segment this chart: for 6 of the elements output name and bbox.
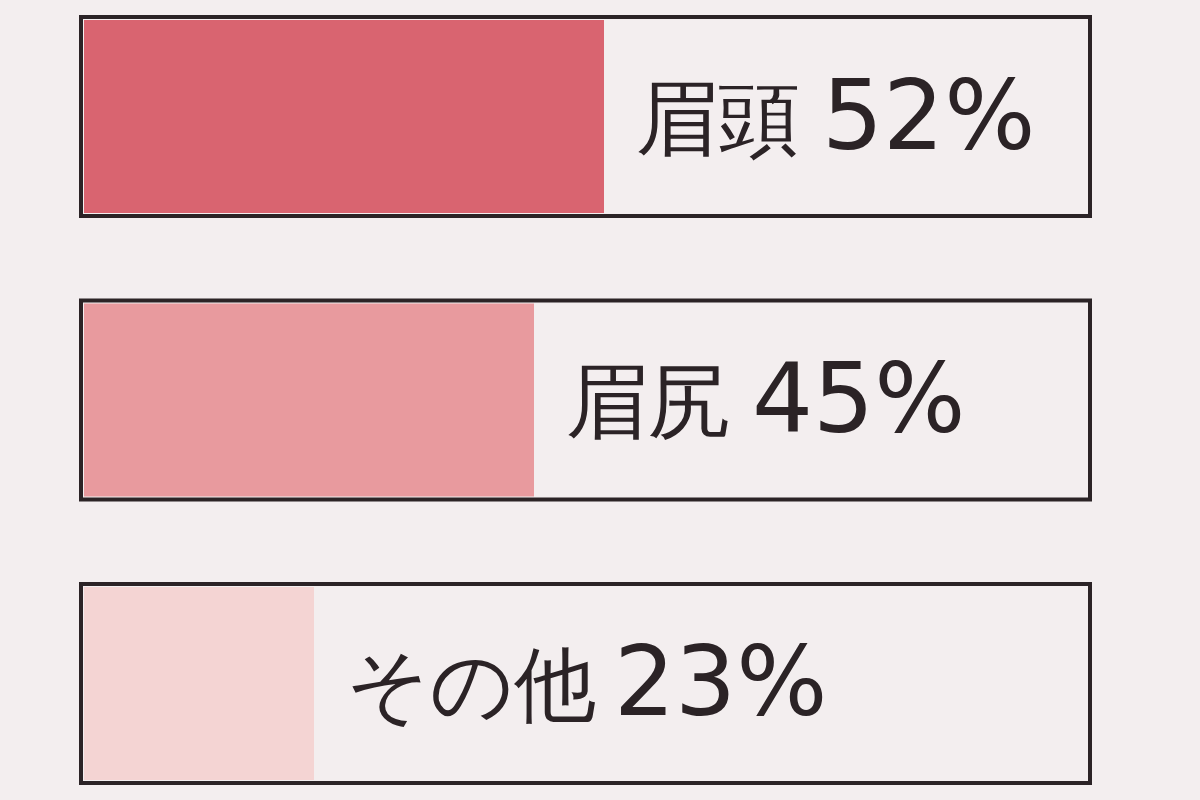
y-tick-label: 眉頭 [636, 70, 800, 166]
data-label: 23% [614, 626, 828, 739]
data-label: 52% [822, 59, 1036, 172]
y-tick-label: 眉尻 [566, 354, 730, 449]
y-tick-label: その他 [346, 637, 596, 733]
data-label: 45% [752, 343, 966, 455]
